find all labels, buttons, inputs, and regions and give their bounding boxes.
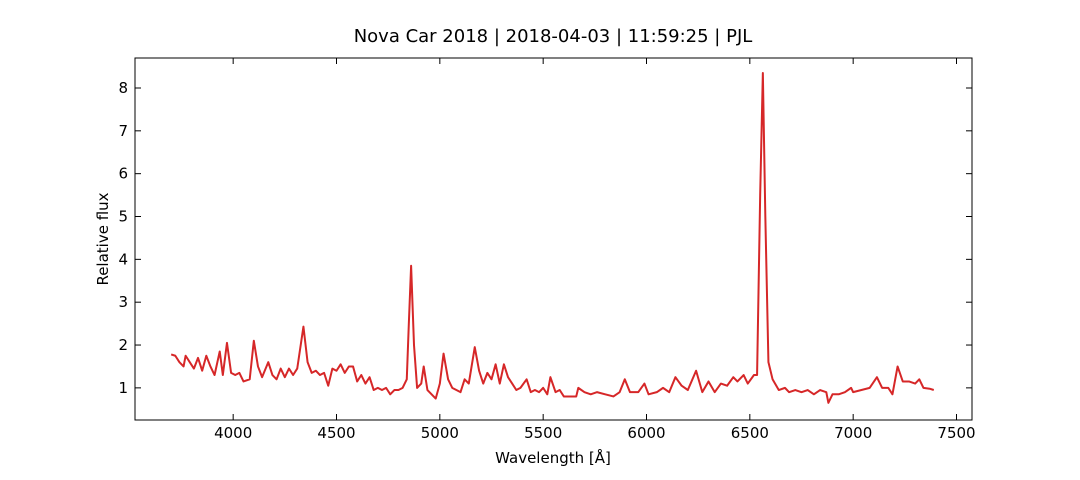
y-tick-label: 5 — [118, 208, 128, 226]
x-tick-label: 4000 — [214, 424, 252, 442]
x-tick-label: 5000 — [421, 424, 459, 442]
x-tick-label: 5500 — [524, 424, 562, 442]
y-tick-label: 7 — [118, 122, 128, 140]
y-tick-label: 3 — [118, 293, 128, 311]
y-tick-label: 4 — [118, 250, 128, 268]
x-tick-label: 7500 — [937, 424, 975, 442]
y-tick-label: 8 — [118, 79, 128, 97]
x-tick-label: 6500 — [731, 424, 769, 442]
x-tick-label: 6000 — [627, 424, 665, 442]
y-axis-label: Relative flux — [94, 192, 112, 285]
chart-title: Nova Car 2018 | 2018-04-03 | 11:59:25 | … — [354, 26, 753, 47]
x-tick-label: 4500 — [317, 424, 355, 442]
x-axis-label: Wavelength [Å] — [495, 448, 611, 467]
plot-frame — [134, 57, 973, 421]
y-tick-label: 1 — [118, 379, 128, 397]
x-tick-label: 7000 — [834, 424, 872, 442]
spectrum-line — [170, 71, 935, 404]
y-tick-label: 6 — [118, 165, 128, 183]
y-tick-label: 2 — [118, 336, 128, 354]
